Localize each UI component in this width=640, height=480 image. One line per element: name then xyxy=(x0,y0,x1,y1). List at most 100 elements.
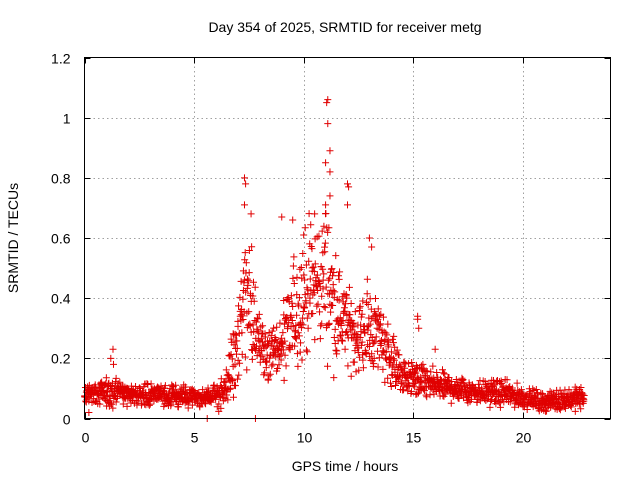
data-point xyxy=(517,386,525,394)
data-point xyxy=(343,294,351,302)
data-point xyxy=(229,362,237,370)
data-point xyxy=(390,356,398,364)
data-point xyxy=(419,365,427,373)
data-point xyxy=(313,233,321,241)
data-point xyxy=(223,391,231,399)
data-point xyxy=(498,379,506,387)
data-point xyxy=(317,322,325,330)
data-point xyxy=(280,376,288,384)
data-point xyxy=(184,404,192,412)
data-point xyxy=(293,311,301,319)
data-point xyxy=(441,390,449,398)
data-point xyxy=(324,362,332,370)
y-tick-label: 0.6 xyxy=(51,231,71,247)
data-point xyxy=(311,336,319,344)
data-point xyxy=(273,323,281,331)
data-point xyxy=(359,356,367,364)
data-point xyxy=(330,374,338,382)
y-tick-label: 1 xyxy=(63,111,71,127)
data-point xyxy=(230,341,238,349)
data-point xyxy=(404,374,412,382)
data-point xyxy=(441,370,449,378)
data-point xyxy=(478,385,486,393)
data-point xyxy=(356,307,364,315)
data-point xyxy=(292,321,300,329)
data-point xyxy=(245,277,253,285)
data-point xyxy=(299,321,307,329)
data-point xyxy=(440,369,448,377)
data-point xyxy=(418,378,426,386)
data-point xyxy=(167,400,175,408)
data-point xyxy=(306,275,314,283)
data-point xyxy=(259,322,267,330)
data-point xyxy=(274,364,282,372)
data-point xyxy=(263,358,271,366)
data-point xyxy=(330,334,338,342)
data-point xyxy=(417,373,425,381)
data-point xyxy=(249,341,257,349)
data-point xyxy=(364,326,372,334)
data-point xyxy=(226,385,234,393)
data-point xyxy=(384,374,392,382)
data-point xyxy=(301,224,309,232)
data-point xyxy=(544,392,552,400)
data-point xyxy=(329,272,337,280)
data-point xyxy=(324,120,332,128)
data-point xyxy=(297,263,305,271)
data-point xyxy=(109,345,117,353)
data-point xyxy=(376,321,384,329)
data-point xyxy=(222,378,230,386)
axis-ticks xyxy=(84,57,611,420)
data-point xyxy=(310,268,318,276)
data-point xyxy=(335,272,343,280)
data-point xyxy=(268,362,276,370)
data-point xyxy=(112,398,120,406)
data-point xyxy=(224,396,232,404)
data-point xyxy=(345,183,353,191)
data-point xyxy=(363,275,371,283)
data-point xyxy=(347,372,355,380)
data-point xyxy=(351,308,359,316)
data-point xyxy=(438,366,446,374)
data-point xyxy=(328,265,336,273)
data-point xyxy=(371,295,379,303)
data-point xyxy=(335,296,343,304)
data-point xyxy=(389,339,397,347)
data-point xyxy=(331,288,339,296)
data-point xyxy=(301,276,309,284)
data-point xyxy=(282,315,290,323)
x-tick-label: 20 xyxy=(516,430,532,446)
data-point xyxy=(482,397,490,405)
x-tick-label: 15 xyxy=(406,430,422,446)
data-point xyxy=(320,303,328,311)
data-point xyxy=(292,335,300,343)
data-point xyxy=(307,221,315,229)
data-point xyxy=(281,351,289,359)
data-point xyxy=(560,403,568,411)
data-point xyxy=(294,329,302,337)
data-point xyxy=(238,329,246,337)
data-point xyxy=(408,358,416,366)
data-point xyxy=(340,308,348,316)
data-point xyxy=(316,308,324,316)
data-point xyxy=(309,263,317,271)
data-point xyxy=(144,381,152,389)
data-point xyxy=(172,381,180,389)
data-point xyxy=(357,341,365,349)
data-point xyxy=(447,399,455,407)
data-point xyxy=(227,335,235,343)
data-point xyxy=(302,261,310,269)
data-point xyxy=(138,400,146,408)
data-point xyxy=(321,248,329,256)
data-point xyxy=(320,270,328,278)
data-point xyxy=(246,322,254,330)
data-point xyxy=(242,180,250,188)
data-point xyxy=(290,280,298,288)
data-point xyxy=(292,334,300,342)
data-point xyxy=(411,383,419,391)
data-point xyxy=(240,174,248,182)
data-point xyxy=(459,376,467,384)
data-point xyxy=(286,346,294,354)
data-point xyxy=(326,147,334,155)
